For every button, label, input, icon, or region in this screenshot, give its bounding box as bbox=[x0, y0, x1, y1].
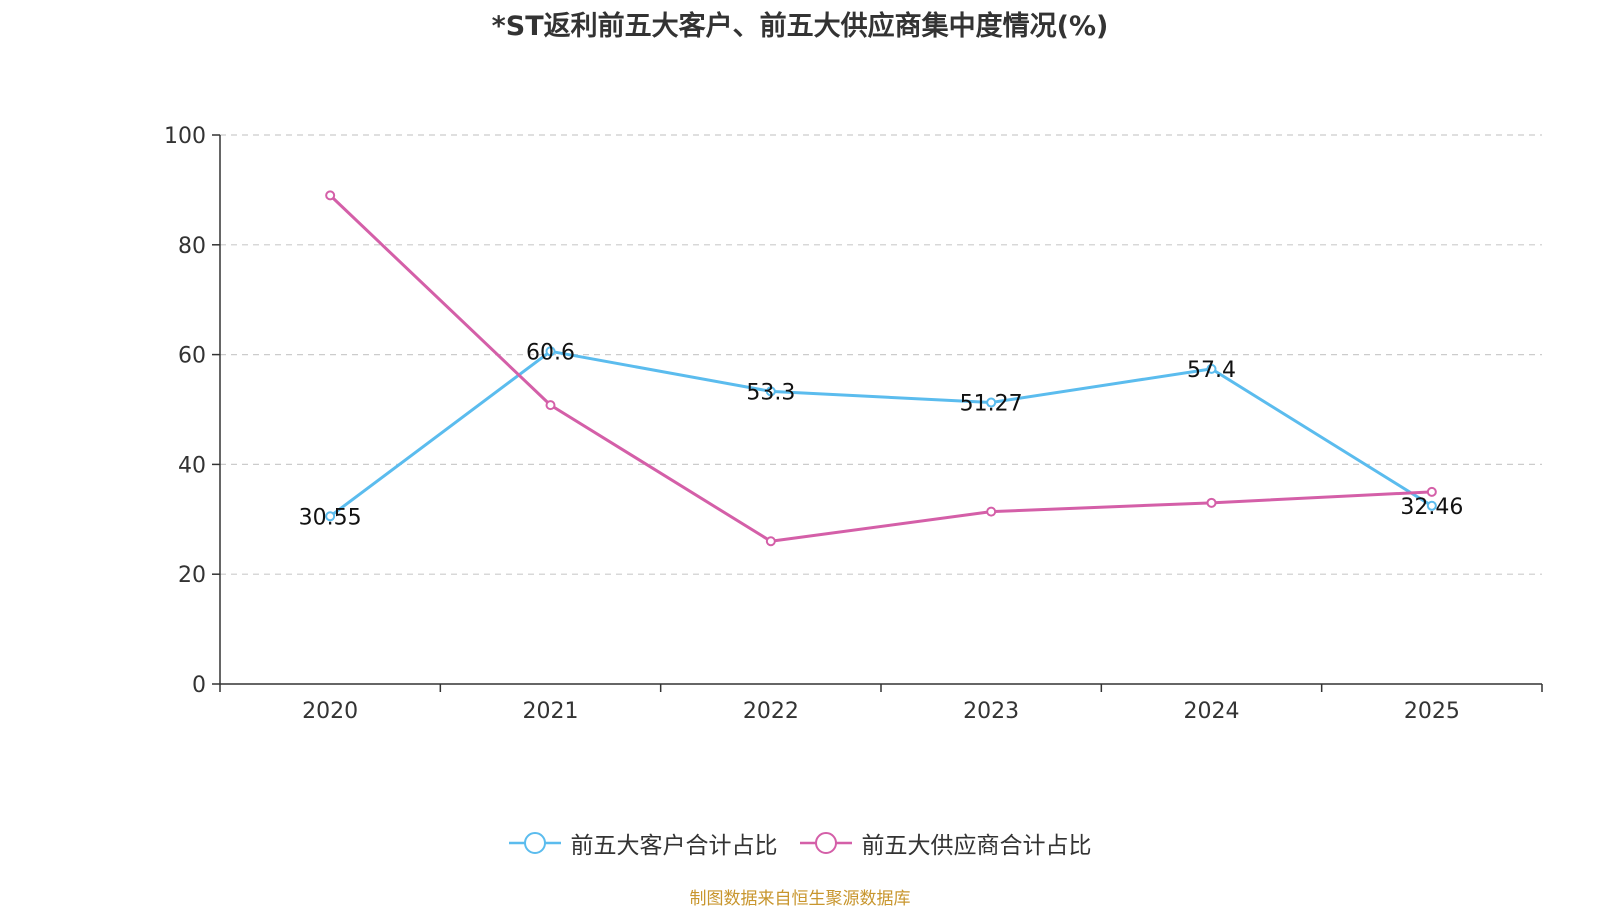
data-point bbox=[545, 346, 556, 357]
axes: 0 20 40 60 80 100 2020 2021 2022 2023 2024 2025 bbox=[164, 124, 1543, 724]
data-point bbox=[986, 397, 997, 408]
y-tick-label: 20 bbox=[178, 563, 206, 588]
data-label: 57.4 bbox=[1187, 358, 1236, 383]
data-point bbox=[325, 190, 336, 201]
x-tick-label: 2025 bbox=[1404, 699, 1460, 724]
legend-label-suppliers: 前五大供应商合计占比 bbox=[861, 833, 1092, 859]
data-point bbox=[1206, 497, 1217, 508]
y-tick-label: 60 bbox=[178, 344, 206, 369]
data-point bbox=[545, 400, 556, 411]
data-label: 53.3 bbox=[746, 380, 795, 405]
series-lines bbox=[325, 190, 1437, 547]
data-point bbox=[1426, 500, 1437, 511]
data-label: 60.6 bbox=[526, 340, 575, 365]
legend-line-circle-icon bbox=[508, 832, 561, 854]
y-tick-label: 100 bbox=[164, 124, 206, 149]
data-label: 32.46 bbox=[1400, 495, 1463, 520]
legend-label-customers: 前五大客户合计占比 bbox=[570, 833, 778, 859]
data-point bbox=[765, 536, 776, 547]
gridlines bbox=[220, 134, 1542, 575]
x-tick-label: 2021 bbox=[523, 699, 579, 724]
x-tick-label: 2024 bbox=[1184, 699, 1240, 724]
x-tick-label: 2020 bbox=[302, 699, 358, 724]
y-tick-label: 80 bbox=[178, 234, 206, 259]
y-tick-label: 40 bbox=[178, 453, 206, 478]
x-tick-label: 2023 bbox=[963, 699, 1019, 724]
data-point bbox=[1206, 363, 1217, 374]
legend-line-circle-icon bbox=[799, 832, 852, 854]
legend-item-customers[interactable]: 前五大客户合计占比 bbox=[508, 826, 778, 860]
chart-title: *ST返利前五大客户、前五大供应商集中度情况(%) bbox=[491, 11, 1109, 42]
series-line-1 bbox=[329, 194, 1432, 543]
data-point bbox=[986, 506, 997, 517]
legend: 前五大客户合计占比 前五大供应商合计占比 bbox=[0, 826, 1600, 860]
data-point bbox=[325, 511, 336, 522]
data-label: 30.55 bbox=[299, 505, 362, 530]
data-labels: 30.55 60.6 53.3 51.27 57.4 32.46 bbox=[299, 340, 1464, 530]
data-point bbox=[765, 386, 776, 397]
y-tick-label: 0 bbox=[192, 673, 206, 698]
x-tick-label: 2022 bbox=[743, 699, 799, 724]
data-label: 51.27 bbox=[960, 392, 1023, 417]
source-note: 制图数据来自恒生聚源数据库 bbox=[689, 889, 911, 909]
data-point bbox=[1426, 486, 1437, 497]
legend-item-suppliers[interactable]: 前五大供应商合计占比 bbox=[799, 826, 1092, 860]
series-line-0 bbox=[329, 349, 1433, 518]
